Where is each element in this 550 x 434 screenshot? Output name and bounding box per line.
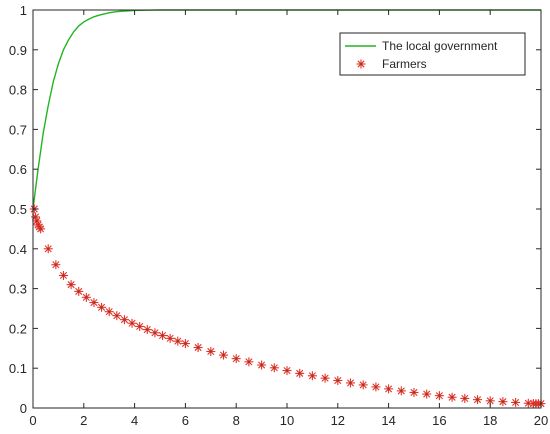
data-point-farmers — [371, 382, 381, 392]
legend-asterisk — [356, 59, 366, 69]
y-axis-ticks: 0 0.1 0.2 0.3 0.4 0.5 0.6 0.7 0.8 0.9 1 — [9, 3, 541, 416]
data-point-farmers — [74, 286, 84, 296]
legend: The local government Farmers — [339, 32, 526, 76]
data-point-farmers — [307, 371, 317, 381]
data-point-farmers — [244, 357, 254, 367]
y-tick-label: 0.1 — [9, 361, 27, 376]
x-axis-ticks: 0 2 4 6 8 10 12 14 16 18 20 — [29, 10, 548, 428]
data-point-farmers — [422, 389, 432, 399]
data-point-farmers — [43, 244, 53, 254]
x-tick-label: 18 — [483, 413, 497, 428]
legend-entry-farmers: Farmers — [382, 57, 427, 71]
legend-box — [339, 32, 526, 76]
data-point-farmers — [358, 380, 368, 390]
data-point-farmers — [58, 270, 68, 280]
data-point-farmers — [498, 397, 508, 407]
x-tick-label: 2 — [80, 413, 87, 428]
y-tick-label: 0.2 — [9, 321, 27, 336]
legend-entry-local-government: The local government — [382, 39, 498, 53]
data-point-farmers — [257, 360, 267, 370]
y-tick-label: 0.4 — [9, 242, 27, 257]
x-tick-label: 10 — [280, 413, 294, 428]
data-point-farmers — [112, 311, 122, 321]
data-point-farmers — [231, 354, 241, 364]
x-tick-label: 4 — [131, 413, 138, 428]
data-point-farmers — [219, 350, 228, 360]
data-point-farmers — [396, 386, 406, 396]
x-tick-label: 8 — [233, 413, 240, 428]
data-point-farmers — [180, 339, 190, 349]
data-point-farmers — [384, 384, 394, 394]
data-point-farmers — [511, 397, 521, 407]
data-point-farmers — [447, 392, 457, 402]
y-tick-label: 0.3 — [9, 282, 27, 297]
x-tick-label: 6 — [182, 413, 189, 428]
plot-markers — [29, 204, 546, 409]
x-tick-label: 12 — [331, 413, 345, 428]
data-point-farmers — [173, 336, 183, 346]
data-point-farmers — [36, 224, 46, 234]
data-point-farmers — [460, 393, 470, 403]
data-point-farmers — [51, 260, 61, 270]
data-point-farmers — [81, 292, 91, 302]
data-point-farmers — [135, 321, 145, 331]
y-tick-label: 0.6 — [9, 162, 27, 177]
data-point-farmers — [119, 315, 129, 325]
data-point-farmers — [346, 378, 355, 388]
y-tick-label: 0.5 — [9, 202, 27, 217]
data-point-farmers — [142, 325, 152, 335]
data-point-farmers — [295, 368, 305, 378]
data-point-farmers — [66, 280, 76, 290]
y-tick-label: 0 — [20, 401, 27, 416]
data-point-farmers — [320, 373, 330, 383]
data-point-farmers — [158, 331, 168, 341]
data-point-farmers — [333, 376, 343, 386]
x-tick-label: 0 — [29, 413, 36, 428]
y-tick-label: 0.9 — [9, 43, 27, 58]
data-point-farmers — [32, 216, 42, 226]
data-point-farmers — [97, 302, 107, 312]
legend-marker-sample — [356, 59, 366, 69]
data-point-farmers — [165, 333, 175, 343]
data-point-farmers — [282, 366, 292, 376]
data-point-farmers — [89, 298, 99, 308]
data-point-farmers — [269, 363, 279, 373]
data-point-farmers — [193, 343, 203, 353]
data-point-farmers — [206, 346, 216, 356]
data-point-farmers — [473, 395, 482, 405]
y-tick-label: 1 — [20, 3, 27, 18]
y-tick-label: 0.8 — [9, 83, 27, 98]
data-point-farmers — [127, 318, 137, 328]
data-point-farmers — [434, 391, 444, 401]
y-tick-label: 0.7 — [9, 122, 27, 137]
data-point-farmers — [409, 387, 419, 397]
data-point-farmers — [150, 328, 160, 338]
x-tick-label: 20 — [534, 413, 548, 428]
x-tick-label: 16 — [432, 413, 446, 428]
data-point-farmers — [104, 307, 114, 317]
x-tick-label: 14 — [381, 413, 395, 428]
